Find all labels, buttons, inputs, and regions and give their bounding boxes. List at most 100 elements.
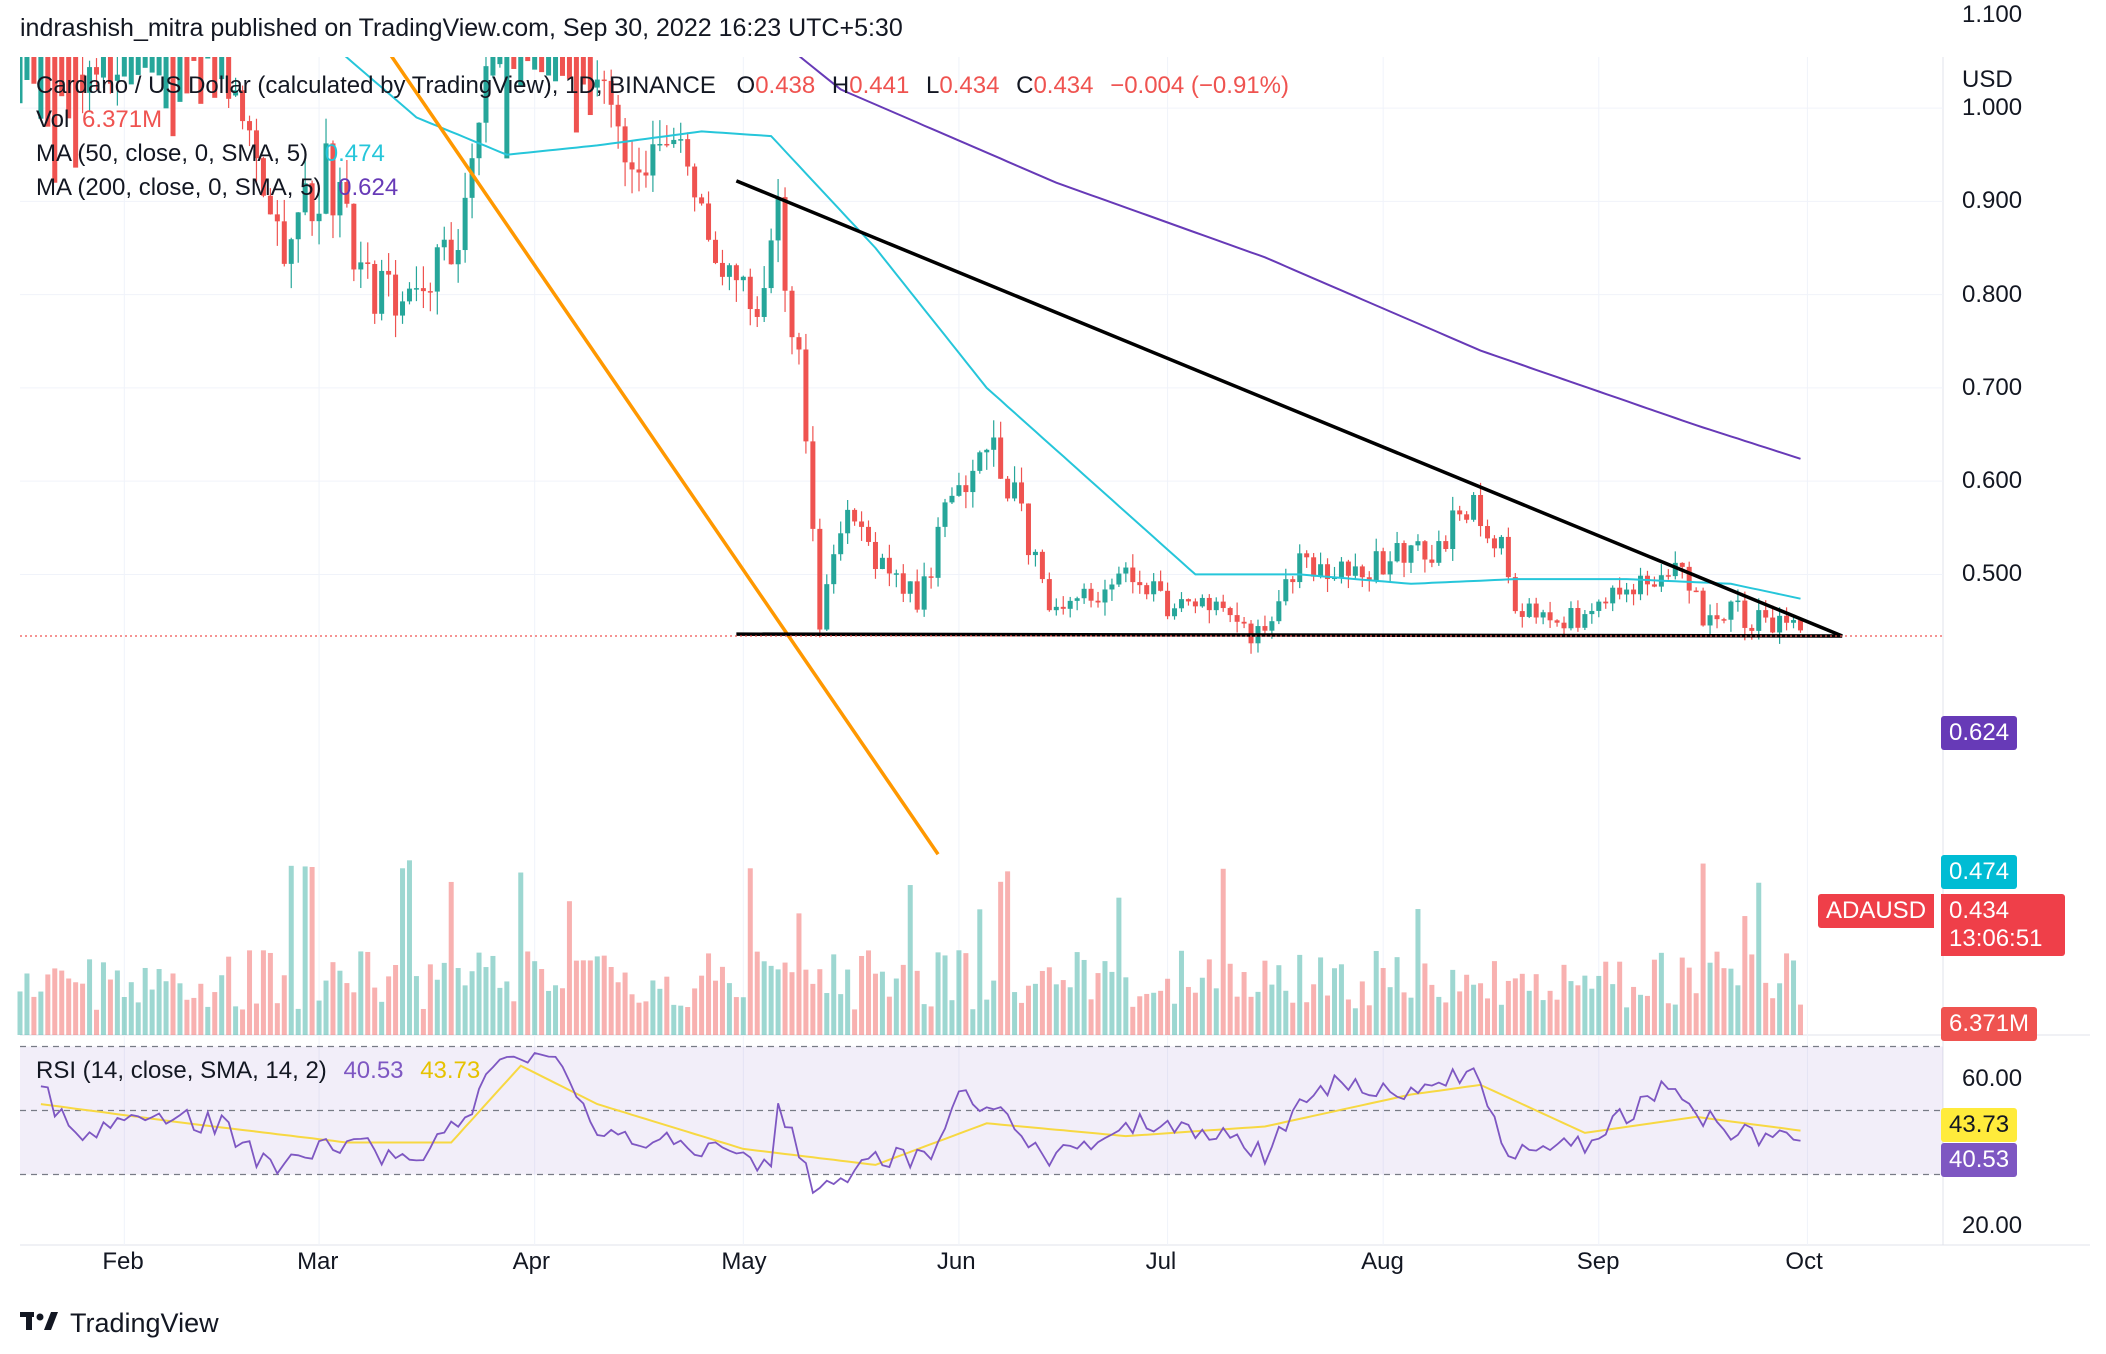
footer: TradingView [20,1308,219,1339]
candle-body [233,90,239,96]
volume-bar [1415,909,1421,1035]
volume-bar [226,956,232,1035]
month-tick-label: Feb [102,1248,144,1275]
volume-bar [1700,863,1706,1035]
ma50-label: MA (50, close, 0, SMA, 5) [36,140,309,167]
candle-body [80,74,86,93]
candle-body [441,239,447,248]
candle-body [1241,621,1247,624]
volume-bar [573,960,579,1035]
candle-body [601,79,607,82]
volume-bar [1359,981,1365,1035]
rsi-sma-line [40,1064,1801,1166]
volume-bar [1429,984,1435,1035]
candle-body [448,239,454,265]
candle-body [295,212,301,240]
volume-bar [379,1001,385,1035]
candle-body [608,80,614,105]
volume-bar [713,980,718,1035]
volume-bar [1603,961,1609,1035]
volume-bar [775,969,781,1035]
volume-bar [1610,984,1616,1035]
candle-body [636,169,642,173]
volume-bar [1575,985,1581,1035]
candle-body [1172,608,1178,617]
volume-bar [935,952,941,1035]
volume-bar [1276,965,1282,1035]
volume-label: Vol [36,106,70,133]
month-tick-label: Oct [1785,1248,1823,1275]
volume-bar [24,973,30,1035]
month-tick-label: Jun [936,1248,976,1275]
legend-ma50-row: MA (50, close, 0, SMA, 5) 0.474 [36,140,385,168]
candle-body [1784,615,1790,623]
volume-bar [17,991,23,1035]
volume-bar [219,975,225,1035]
close-label: C [1016,72,1034,99]
candles [20,57,1803,654]
candle-body [142,57,148,68]
candle-body [921,576,927,610]
candle-body [1624,589,1630,595]
candle-body [100,57,106,78]
volume-bar [1338,964,1344,1035]
candle-body [1130,567,1136,583]
volume-bar [1756,882,1762,1035]
volume-bar [998,881,1004,1035]
candle-body [1039,551,1045,580]
volume-bar [532,961,538,1035]
candle-body [1380,551,1386,575]
candle-body [511,57,517,69]
candle-body [1631,589,1637,595]
volume-bar [247,950,253,1035]
legend-title: Cardano / US Dollar (calculated by Tradi… [36,72,716,99]
volume-bar [796,913,802,1035]
candle-body [483,66,489,123]
volume-bar [1735,985,1741,1035]
rsi-label: RSI (14, close, SMA, 14, 2) [36,1057,327,1084]
candle-body [782,197,788,291]
candle-body [1436,541,1442,563]
volume-bar [504,981,510,1035]
volume-bar [233,1006,239,1035]
price-tick-label: 0.500 [1962,560,2023,588]
candle-body [1373,551,1379,581]
candle-body [1429,559,1435,563]
candle-body [1206,597,1212,611]
candle-body [1060,606,1066,609]
volume-bar [566,901,572,1035]
volume-bar [1318,957,1324,1035]
candle-body [664,143,670,146]
volume-bar [1012,992,1018,1035]
volume-bar [984,999,990,1035]
volume-bar [622,972,628,1035]
candle-body [1311,557,1317,577]
candle-body [38,57,44,119]
candle-body [1791,620,1797,623]
candle-body [469,158,475,198]
volume-bar [1185,986,1191,1035]
candle-body [1025,503,1031,556]
candle-body [970,470,976,493]
candle-body [838,533,844,555]
candle-body [344,181,350,204]
volume-bar [441,962,447,1035]
price-tick-label: 1.000 [1962,94,2023,122]
candle-body [107,57,113,84]
candle-body [302,183,308,213]
candle-body [706,203,712,240]
volume-bar [1505,980,1511,1035]
candle-body [1756,610,1762,631]
volume-bar [1624,1007,1630,1035]
volume-bar [1053,984,1059,1035]
candle-body [219,57,225,80]
candle-body [1116,573,1122,585]
volume-bar [1081,959,1087,1035]
candle-body [114,74,120,81]
candle-body [163,57,169,109]
open-value: 0.438 [755,72,816,99]
candle-body [1352,566,1358,576]
candle-body [900,573,906,594]
candle-body [713,239,718,263]
candle-body [991,437,997,450]
